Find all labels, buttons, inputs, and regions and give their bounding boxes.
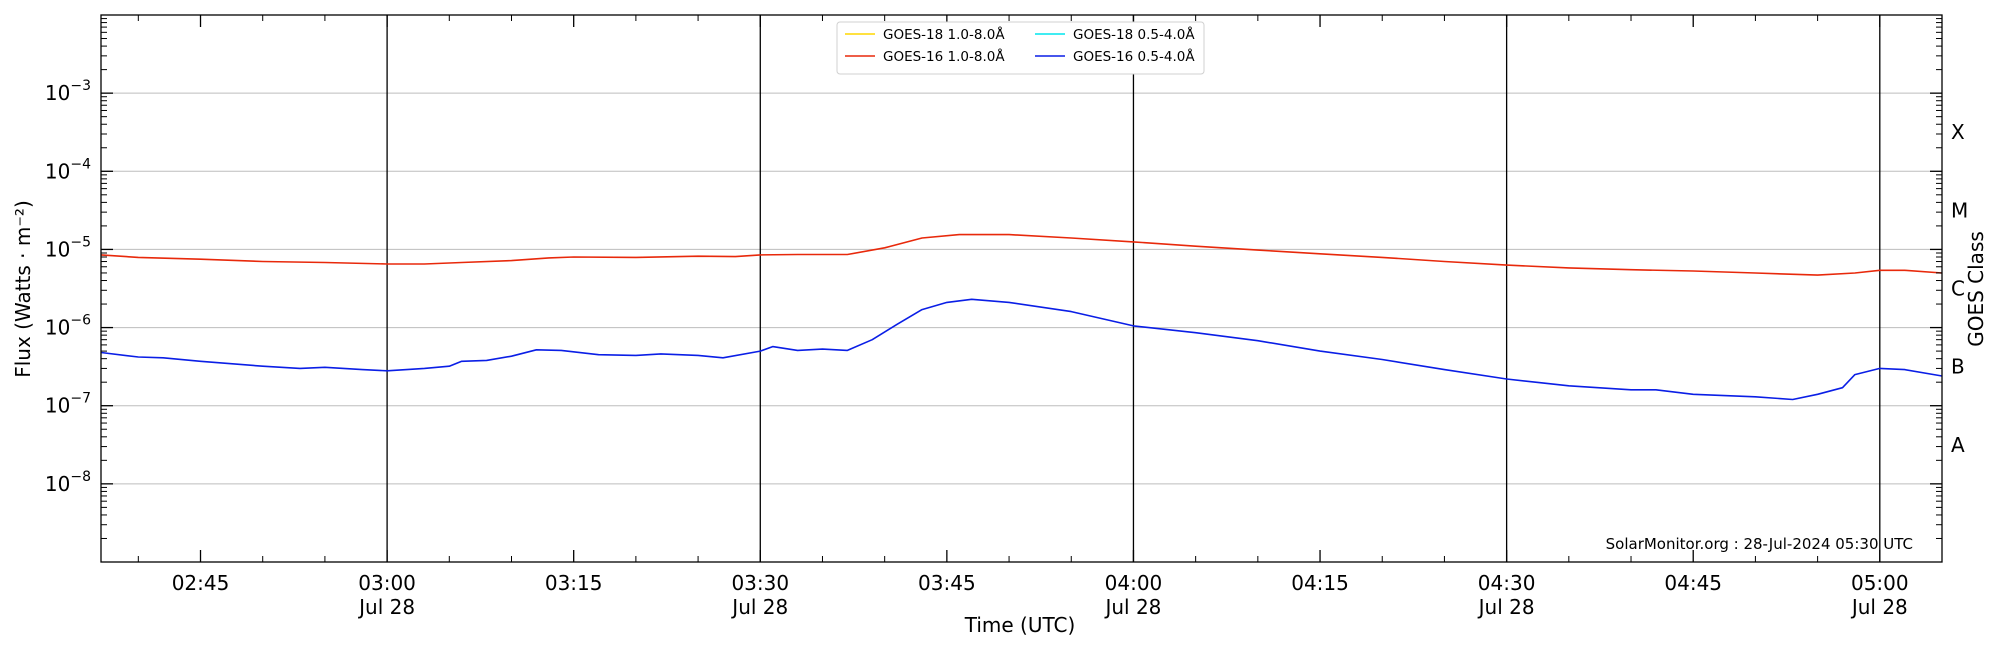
goes-class-label: C <box>1951 277 1965 301</box>
x-tick-label: 04:45 <box>1664 571 1722 595</box>
plot-frame <box>100 14 1943 563</box>
goes-class-axis-title: GOES Class <box>1964 231 1988 347</box>
x-tick-label: 04:00 <box>1105 571 1163 595</box>
legend-label: GOES-16 1.0-8.0Å <box>883 48 1005 65</box>
x-tick-date-label: Jul 28 <box>1103 595 1161 619</box>
x-tick-label: 03:45 <box>918 571 976 595</box>
goes-class-label: B <box>1951 355 1965 379</box>
x-tick-label: 03:00 <box>358 571 416 595</box>
x-tick-label: 04:30 <box>1478 571 1536 595</box>
legend-label: GOES-18 0.5-4.0Å <box>1073 26 1195 43</box>
x-tick-label: 02:45 <box>172 571 230 595</box>
goes-class-label: M <box>1951 198 1968 222</box>
x-tick-label: 04:15 <box>1291 571 1349 595</box>
x-tick-date-label: Jul 28 <box>1850 595 1908 619</box>
credit-text: SolarMonitor.org : 28-Jul-2024 05:30 UTC <box>1606 535 1913 553</box>
series-line <box>100 298 1943 401</box>
x-tick-label: 03:15 <box>545 571 603 595</box>
y-tick-label: 10−5 <box>45 234 91 261</box>
x-axis-title: Time (UTC) <box>964 613 1076 637</box>
x-tick-date-label: Jul 28 <box>357 595 415 619</box>
y-tick-label: 10−7 <box>45 391 91 418</box>
y-tick-label: 10−4 <box>45 156 91 183</box>
y-tick-label: 10−8 <box>45 469 91 496</box>
legend: GOES-18 1.0-8.0Å GOES-16 1.0-8.0Å GOES-18 … <box>836 21 1205 75</box>
x-tick-label: 05:00 <box>1851 571 1909 595</box>
y-tick-label: 10−3 <box>45 78 91 105</box>
series-line <box>100 233 1943 276</box>
legend-label: GOES-16 0.5-4.0Å <box>1073 48 1195 65</box>
goes-class-label: A <box>1951 433 1965 457</box>
legend-box <box>836 21 1205 75</box>
y-tick-label: 10−6 <box>45 313 91 340</box>
x-tick-date-label: Jul 28 <box>730 595 788 619</box>
x-tick-date-label: Jul 28 <box>1477 595 1535 619</box>
legend-entries: GOES-18 1.0-8.0Å GOES-16 1.0-8.0Å GOES-18 … <box>845 26 1195 65</box>
grid <box>101 15 1942 562</box>
legend-label: GOES-18 1.0-8.0Å <box>883 26 1005 43</box>
goes-class-label: X <box>1951 120 1965 144</box>
axis-ticks <box>101 15 1943 562</box>
x-tick-label: 03:30 <box>731 571 789 595</box>
y-axis-title: Flux (Watts · m⁻²) <box>11 200 35 378</box>
series-lines <box>100 233 1943 401</box>
